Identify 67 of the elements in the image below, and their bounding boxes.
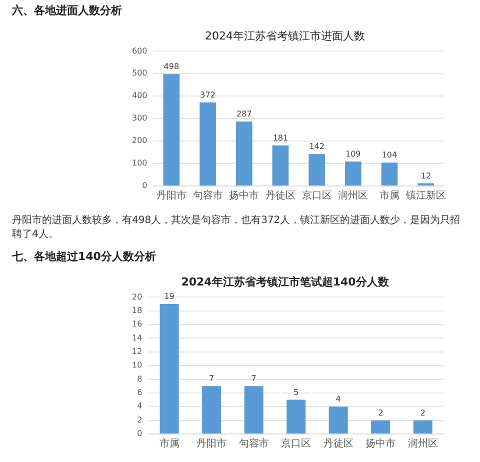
chart-title: 2024年江苏省考镇江市进面人数 — [205, 29, 365, 42]
bar — [200, 102, 216, 186]
data-label: 2 — [378, 408, 384, 418]
data-label: 4 — [336, 394, 341, 404]
y-tick-label: 500 — [132, 68, 148, 78]
y-tick-label: 12 — [132, 347, 142, 356]
y-tick-label: 0 — [137, 429, 142, 438]
y-tick-label: 16 — [132, 320, 142, 329]
bar — [163, 74, 180, 186]
data-label: 104 — [382, 150, 398, 160]
text: 七、各地超过140分人数分析 — [12, 250, 157, 264]
x-tick-label: 市属 — [159, 438, 180, 450]
x-tick-label: 润州区 — [338, 190, 368, 202]
y-tick-label: 14 — [132, 333, 142, 342]
y-tick-label: 600 — [132, 46, 148, 56]
data-label: 142 — [309, 142, 324, 152]
text: 六、各地进面人数分析 — [12, 4, 123, 18]
y-tick-label: 200 — [132, 136, 148, 146]
bar — [202, 386, 222, 434]
bar — [308, 154, 325, 186]
bar — [344, 162, 362, 186]
y-tick-label: 4 — [137, 402, 142, 411]
x-tick-label: 句容市 — [192, 190, 223, 202]
data-label: 19 — [164, 292, 174, 302]
bar — [160, 304, 179, 434]
y-tick-label: 20 — [132, 292, 142, 302]
x-tick-label: 丹徒区 — [323, 438, 354, 450]
x-tick-label: 京口区 — [281, 438, 312, 450]
data-label: 2 — [420, 408, 426, 418]
data-label: 498 — [164, 62, 180, 72]
y-tick-label: 300 — [132, 114, 148, 123]
y-tick-label: 8 — [137, 374, 142, 384]
data-label: 287 — [236, 110, 252, 119]
x-tick-label: 润州区 — [408, 438, 438, 450]
chart-title: 2024年江苏省考镇江市笔试超140分人数 — [181, 275, 390, 288]
x-tick-label: 丹阳市 — [156, 190, 186, 202]
bar — [272, 145, 289, 186]
data-label: 109 — [346, 150, 361, 159]
y-tick-label: 2 — [137, 415, 142, 424]
x-tick-label: 丹阳市 — [196, 438, 227, 450]
data-label: 372 — [200, 90, 216, 100]
x-tick-label: 丹徒区 — [265, 190, 296, 202]
bar — [381, 162, 398, 186]
x-tick-label: 京口区 — [302, 190, 332, 202]
data-label: 12 — [420, 171, 431, 180]
data-label: 7 — [209, 374, 214, 384]
y-tick-label: 18 — [132, 306, 142, 315]
x-tick-label: 句容市 — [238, 438, 269, 450]
bar — [244, 386, 264, 434]
x-tick-label: 扬中市 — [366, 438, 396, 450]
bar — [371, 420, 390, 434]
bar — [413, 420, 432, 434]
y-tick-label: 100 — [132, 158, 148, 168]
data-label: 7 — [251, 374, 256, 384]
y-tick-label: 0 — [142, 181, 148, 190]
y-tick-label: 6 — [137, 388, 142, 398]
data-label: 181 — [272, 133, 288, 142]
y-tick-label: 10 — [132, 360, 142, 370]
x-tick-label: 扬中市 — [229, 190, 260, 202]
bar — [236, 122, 252, 186]
bar — [286, 400, 306, 434]
data-label: 5 — [294, 388, 299, 397]
y-tick-label: 400 — [132, 91, 148, 100]
x-tick-label: 市属 — [379, 190, 400, 202]
x-tick-label: 镇江新区 — [404, 190, 446, 202]
text: 丹阳市的进面人数较多，有498人，其次是句容市，也有372人，镇江新区的进面人数少，是因为只招聘了4人。 — [12, 214, 462, 242]
bar — [328, 406, 348, 434]
